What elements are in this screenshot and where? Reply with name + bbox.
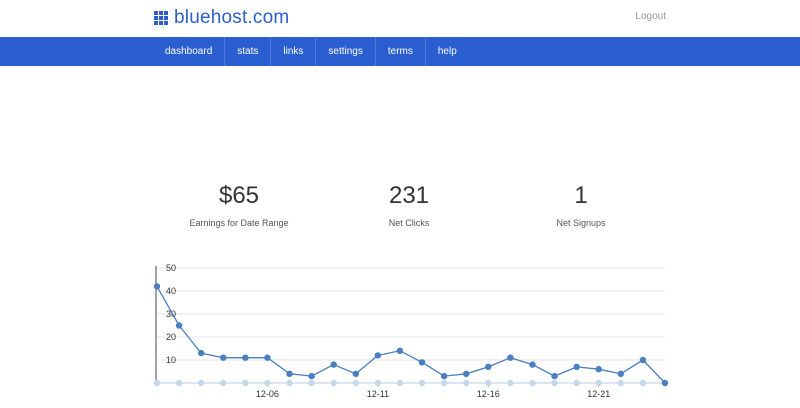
clicks-stat: 231 Net Clicks	[309, 182, 509, 228]
data-point	[529, 361, 536, 368]
data-point	[242, 379, 249, 387]
earnings-stat: $65 Earnings for Date Range	[139, 182, 339, 228]
signups-value: 1	[574, 182, 588, 209]
data-point	[639, 356, 647, 364]
data-point	[308, 379, 315, 387]
data-point	[286, 370, 293, 377]
data-point	[485, 363, 492, 371]
signups-stat: 1 Net Signups	[481, 182, 681, 228]
data-point	[529, 379, 536, 387]
data-point	[507, 379, 514, 387]
data-point	[330, 361, 337, 368]
data-point	[661, 379, 669, 387]
brand-name: bluehost.com	[174, 7, 290, 28]
data-point	[153, 283, 161, 290]
data-point	[242, 354, 249, 361]
data-point	[352, 370, 359, 377]
nav-item-links[interactable]: links	[271, 37, 317, 66]
data-point	[573, 363, 580, 371]
earnings-value: $65	[218, 182, 260, 209]
brand-logo[interactable]: bluehost.com	[154, 7, 290, 28]
data-point	[551, 379, 558, 387]
data-point	[418, 359, 426, 366]
data-point	[220, 354, 227, 361]
main-nav: dashboard stats links settings terms hel…	[0, 37, 800, 66]
nav-item-settings[interactable]: settings	[316, 37, 376, 66]
nav-item-terms[interactable]: terms	[376, 37, 426, 66]
signups-label: Net Signups	[556, 218, 606, 228]
data-point	[352, 379, 359, 387]
data-point	[485, 379, 492, 387]
x-tick-label: 12-16	[477, 389, 500, 399]
clicks-label: Net Clicks	[388, 218, 430, 228]
data-point	[374, 379, 382, 387]
x-tick-label: 12-06	[256, 389, 279, 399]
y-tick-label: 10	[166, 355, 176, 365]
x-tick-label: 12-11	[367, 389, 389, 399]
data-point	[573, 379, 580, 387]
data-point	[374, 352, 382, 359]
data-point	[396, 347, 404, 354]
earnings-label: Earnings for Date Range	[189, 218, 289, 228]
x-tick-label: 12-21	[587, 389, 610, 399]
data-point	[595, 379, 602, 387]
data-point	[153, 379, 161, 387]
data-point	[617, 370, 625, 377]
clicks-line-chart: 10 20 30 40 50 12-06 12-11 12-16 12-21	[153, 263, 669, 399]
y-tick-label: 20	[166, 332, 176, 342]
clicks-value: 231	[388, 182, 430, 209]
data-point	[463, 379, 470, 387]
logout-link[interactable]: Logout	[635, 11, 666, 22]
data-point	[396, 379, 404, 387]
data-point	[264, 379, 271, 387]
y-tick-label: 30	[166, 309, 176, 319]
data-point	[440, 379, 448, 387]
y-tick-label: 40	[166, 286, 176, 296]
top-bar: bluehost.com Logout	[0, 0, 800, 37]
data-point	[463, 370, 470, 377]
nav-item-help[interactable]: help	[437, 46, 457, 57]
data-point	[286, 379, 293, 387]
data-point	[507, 354, 514, 361]
data-point	[639, 379, 647, 387]
data-point	[175, 322, 183, 329]
data-point	[220, 379, 227, 387]
data-point	[551, 372, 558, 380]
data-point	[617, 379, 625, 387]
data-point	[308, 372, 315, 380]
nav-item-stats[interactable]: stats	[225, 37, 272, 66]
data-point	[264, 354, 271, 361]
series-line	[156, 286, 666, 384]
y-tick-label: 50	[166, 263, 176, 273]
data-point	[595, 366, 602, 373]
data-point	[197, 349, 205, 357]
data-point	[197, 379, 205, 387]
data-point	[330, 379, 337, 387]
data-point	[175, 379, 183, 387]
data-point	[440, 372, 448, 380]
nav-items: dashboard stats links settings terms hel…	[153, 37, 469, 66]
data-point	[418, 379, 426, 387]
grid-logo-icon	[154, 11, 168, 25]
nav-item-dashboard[interactable]: dashboard	[153, 37, 226, 66]
